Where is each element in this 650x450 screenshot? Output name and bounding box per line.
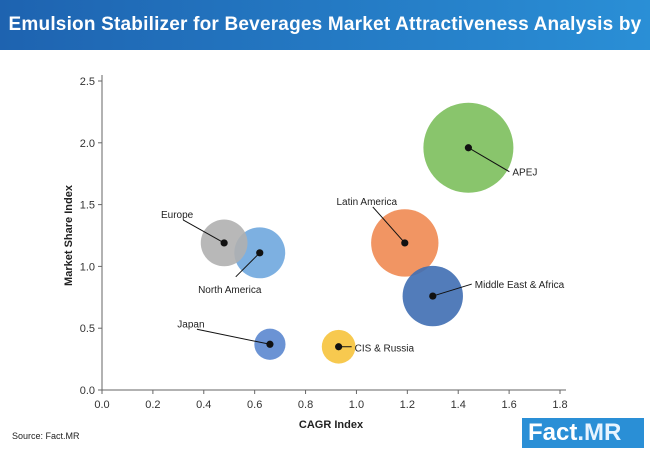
bubble-center-dot: [335, 343, 343, 351]
bubble-chart: 0.0 0.2 0.4 0.6 0.8 1.0 1.2 1.4 1.6 1.8 0.0 0.5 1.0 1…: [63, 75, 568, 430]
bubble-center-dot: [266, 340, 274, 348]
x-tick-label: 0.0: [94, 399, 109, 411]
x-tick-label: 0.4: [196, 399, 211, 411]
source-note: Source: Fact.MR: [12, 431, 80, 441]
bubble-label: Europe: [161, 210, 194, 221]
brand-logo-text: Fact.MR: [528, 418, 621, 448]
x-tick-label: 1.4: [451, 399, 466, 411]
x-tick-label: 0.2: [145, 399, 160, 411]
y-tick-label: 1.5: [80, 200, 95, 212]
leader-line: [372, 206, 406, 244]
chart-axes: 0.0 0.2 0.4 0.6 0.8 1.0 1.2 1.4 1.6 1.8 0.0 0.5 1.0 1…: [80, 75, 568, 411]
y-tick-label: 1.0: [80, 261, 95, 273]
bubble-label: North America: [198, 285, 262, 296]
x-tick-label: 1.0: [349, 399, 364, 411]
bubble-label: Middle East & Africa: [475, 280, 565, 291]
page-title: Emulsion Stabilizer for Beverages Market…: [8, 14, 642, 85]
x-axis-label: CAGR Index: [299, 419, 364, 430]
bubble-label: APEJ: [512, 168, 537, 179]
bubble-label: CIS & Russia: [355, 344, 415, 355]
bubble-center-dot: [401, 239, 409, 247]
leader-line: [468, 147, 510, 173]
bubble-layer: [200, 102, 514, 364]
leader-line: [235, 252, 261, 278]
title-banner: Emulsion Stabilizer for Beverages Market…: [0, 0, 650, 85]
x-tick-label: 0.8: [298, 399, 313, 411]
bubble-center-dot: [464, 144, 472, 152]
y-axis-label: Market Share Index: [63, 184, 75, 286]
leader-line: [432, 283, 472, 297]
bubble-center-dot: [256, 249, 264, 257]
x-tick-label: 1.6: [501, 399, 516, 411]
leader-line: [196, 328, 271, 345]
brand-accent: .MR: [577, 419, 622, 446]
x-tick-label: 1.8: [552, 399, 567, 411]
bubble-center-dot: [429, 292, 437, 300]
brand-logo-background: [522, 418, 644, 448]
y-tick-label: 0.5: [80, 323, 95, 335]
bubble-center-dot: [220, 239, 228, 247]
x-tick-label: 0.6: [247, 399, 262, 411]
bubble-label: Latin America: [336, 197, 397, 208]
annotation-layer: APEJ Latin America Middle East & Africa Nor…: [161, 144, 565, 355]
brand-name: Fact: [528, 419, 578, 446]
x-tick-label: 1.2: [400, 399, 415, 411]
bubble-label: Japan: [177, 319, 204, 330]
brand-logo: Fact.MR: [522, 414, 650, 450]
y-tick-label: 2.5: [80, 76, 95, 88]
y-tick-label: 2.0: [80, 138, 95, 150]
leader-line: [182, 219, 225, 244]
y-tick-label: 0.0: [80, 385, 95, 397]
